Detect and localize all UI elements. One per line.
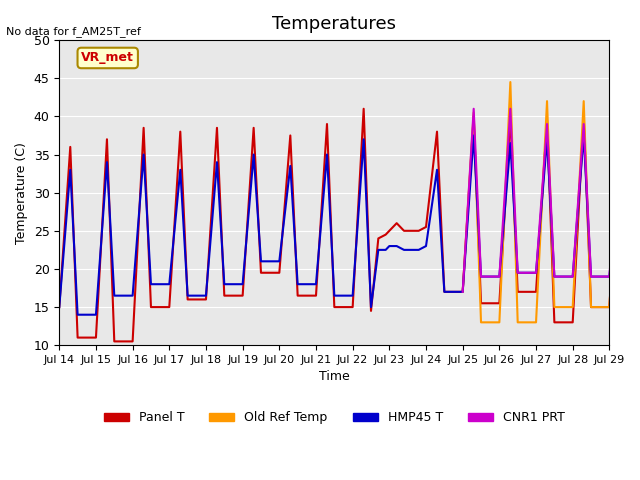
CNR1 PRT [477,274,485,279]
HMP45 T [470,132,477,138]
Old Ref Temp [616,121,624,127]
HMP45 T [616,159,624,165]
Old Ref Temp [514,320,522,325]
Old Ref Temp [470,110,477,116]
CNR1 PRT [569,274,577,279]
Line: Panel T: Panel T [60,109,620,341]
CNR1 PRT [605,274,613,279]
CNR1 PRT [459,289,467,295]
Panel T [422,224,430,230]
Old Ref Temp [569,304,577,310]
CNR1 PRT [580,121,588,127]
HMP45 T [56,304,63,310]
Panel T [415,228,422,234]
Old Ref Temp [543,98,551,104]
Old Ref Temp [506,79,514,85]
Legend: Panel T, Old Ref Temp, HMP45 T, CNR1 PRT: Panel T, Old Ref Temp, HMP45 T, CNR1 PRT [99,407,570,430]
Panel T [616,121,624,127]
Old Ref Temp [495,320,503,325]
Panel T [495,300,503,306]
CNR1 PRT [616,125,624,131]
Old Ref Temp [477,320,485,325]
Old Ref Temp [580,98,588,104]
CNR1 PRT [506,106,514,112]
HMP45 T [239,281,246,287]
Title: Temperatures: Temperatures [273,15,396,33]
CNR1 PRT [532,270,540,276]
Old Ref Temp [459,289,467,295]
CNR1 PRT [470,106,477,112]
Old Ref Temp [605,304,613,310]
Old Ref Temp [550,304,558,310]
Panel T [111,338,118,344]
CNR1 PRT [514,270,522,276]
Y-axis label: Temperature (C): Temperature (C) [15,142,28,244]
Panel T [360,106,367,112]
Text: No data for f_AM25T_ref: No data for f_AM25T_ref [6,25,141,36]
Panel T [56,304,63,310]
HMP45 T [400,247,408,253]
HMP45 T [415,247,422,253]
CNR1 PRT [550,274,558,279]
Line: HMP45 T: HMP45 T [60,135,620,315]
Old Ref Temp [587,304,595,310]
Line: CNR1 PRT: CNR1 PRT [463,109,620,292]
HMP45 T [74,312,81,318]
HMP45 T [495,274,503,279]
HMP45 T [404,247,412,253]
Panel T [239,293,246,299]
CNR1 PRT [587,274,595,279]
X-axis label: Time: Time [319,371,349,384]
Panel T [408,228,415,234]
HMP45 T [411,247,419,253]
CNR1 PRT [543,121,551,127]
CNR1 PRT [495,274,503,279]
Panel T [404,228,412,234]
Line: Old Ref Temp: Old Ref Temp [463,82,620,323]
Text: VR_met: VR_met [81,51,134,64]
Old Ref Temp [532,320,540,325]
